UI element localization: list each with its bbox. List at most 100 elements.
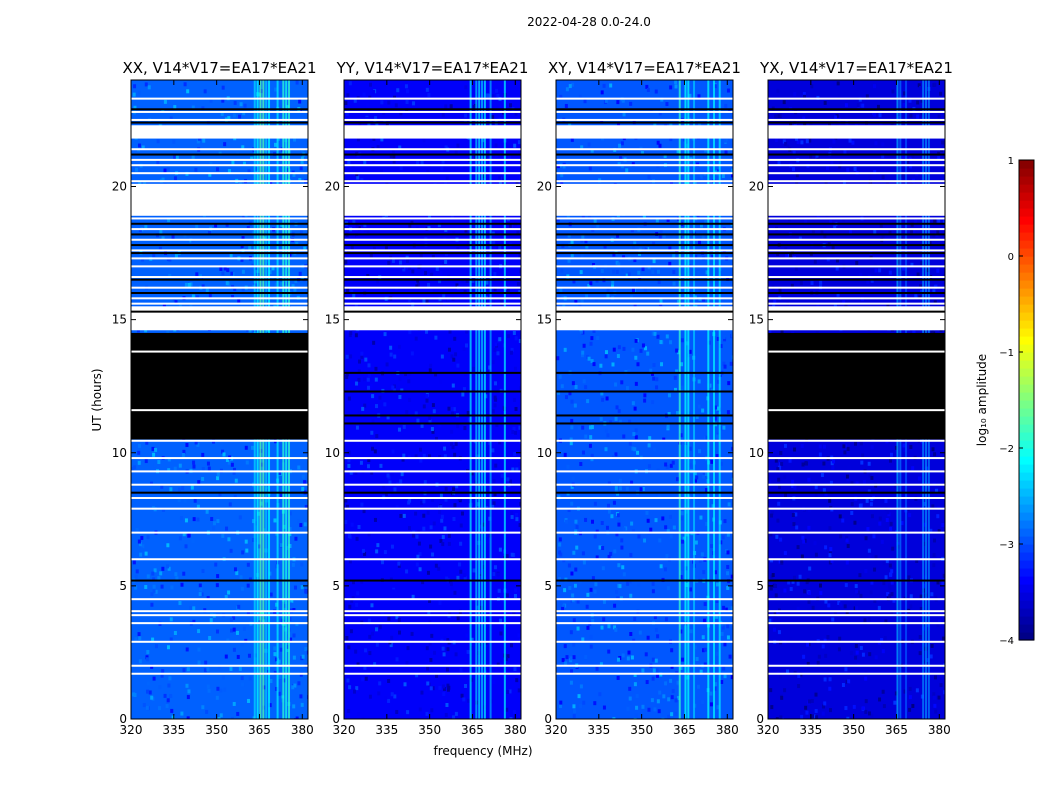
heatmap-cell bbox=[915, 688, 919, 693]
heatmap-cell bbox=[644, 346, 648, 351]
heatmap-cell bbox=[292, 608, 296, 613]
heatmap-cell bbox=[467, 417, 471, 422]
heatmap-cell bbox=[500, 473, 504, 478]
heatmap-cell bbox=[563, 588, 567, 593]
heatmap-cell bbox=[453, 362, 457, 367]
heatmap-cell bbox=[884, 575, 888, 580]
heatmap-cell bbox=[660, 362, 664, 367]
heatmap-cell bbox=[518, 338, 521, 343]
heatmap-cell bbox=[776, 518, 780, 523]
heatmap-cell bbox=[803, 589, 807, 594]
heatmap-cell bbox=[727, 381, 731, 386]
heatmap-cell bbox=[285, 634, 289, 639]
heatmap-cell bbox=[206, 596, 210, 601]
heatmap-cell bbox=[513, 366, 517, 371]
heatmap-cell bbox=[186, 667, 190, 672]
heatmap-cell bbox=[727, 605, 731, 610]
heatmap-cell bbox=[634, 381, 638, 386]
heatmap-cell bbox=[843, 604, 847, 609]
heatmap-cell bbox=[709, 702, 713, 707]
heatmap-cell bbox=[693, 471, 697, 476]
heatmap-cell bbox=[389, 345, 393, 350]
heatmap-cell bbox=[920, 261, 924, 266]
heatmap-cell bbox=[833, 303, 837, 308]
heatmap-cell bbox=[636, 418, 640, 423]
heatmap-cell bbox=[242, 111, 246, 116]
heatmap-cell bbox=[407, 500, 411, 505]
y-tick-label: 10 bbox=[325, 446, 340, 460]
colorbar-segment bbox=[1019, 224, 1034, 233]
heatmap-cell bbox=[460, 693, 464, 698]
heatmap-cell bbox=[854, 441, 858, 446]
heatmap-cell bbox=[671, 460, 675, 465]
heatmap-cell bbox=[428, 598, 432, 603]
heatmap-cell bbox=[244, 539, 248, 544]
heatmap-cell bbox=[228, 502, 232, 507]
flag-line-white bbox=[768, 531, 945, 534]
heatmap-cell bbox=[917, 83, 921, 88]
heatmap-cell bbox=[375, 642, 379, 647]
flag-line-white bbox=[768, 614, 945, 617]
heatmap-cell bbox=[859, 645, 863, 650]
heatmap-cell bbox=[570, 137, 574, 142]
heatmap-cell bbox=[134, 585, 138, 590]
heatmap-cell bbox=[774, 137, 778, 142]
heatmap-cell bbox=[393, 694, 397, 699]
heatmap-cell bbox=[505, 554, 509, 559]
flag-line-white bbox=[344, 483, 521, 486]
heatmap-cell bbox=[233, 100, 237, 105]
y-tick-label: 15 bbox=[537, 313, 552, 327]
heatmap-cell bbox=[667, 393, 671, 398]
heatmap-cell bbox=[434, 335, 438, 340]
heatmap-cell bbox=[202, 138, 206, 143]
heatmap-cell bbox=[516, 282, 520, 287]
heatmap-cell bbox=[726, 564, 730, 569]
heatmap-cell bbox=[730, 606, 733, 611]
flag-line-black bbox=[768, 222, 945, 225]
heatmap-cell bbox=[844, 583, 848, 588]
heatmap-cell bbox=[221, 271, 225, 276]
heatmap-cell bbox=[429, 272, 433, 277]
heatmap-cell bbox=[145, 657, 149, 662]
heatmap-cell bbox=[792, 575, 796, 580]
heatmap-cell bbox=[301, 486, 305, 491]
flag-line-black bbox=[556, 233, 733, 236]
heatmap-cell bbox=[444, 252, 448, 257]
heatmap-cell bbox=[239, 102, 243, 107]
heatmap-cell bbox=[274, 282, 278, 287]
heatmap-cell bbox=[620, 164, 624, 169]
flag-span-white bbox=[768, 197, 945, 206]
heatmap-cell bbox=[652, 363, 656, 368]
heatmap-cell bbox=[175, 576, 179, 581]
heatmap-cell bbox=[295, 241, 299, 246]
heatmap-cell bbox=[295, 716, 299, 719]
heatmap-cell bbox=[728, 654, 732, 659]
heatmap-cell bbox=[918, 651, 922, 656]
heatmap-cell bbox=[590, 453, 594, 458]
heatmap-cell bbox=[408, 372, 412, 377]
heatmap-cell bbox=[274, 87, 278, 92]
heatmap-cell bbox=[604, 98, 608, 103]
y-tick-label: 0 bbox=[332, 712, 340, 726]
heatmap-cell bbox=[263, 236, 267, 241]
heatmap-cell bbox=[842, 444, 846, 449]
heatmap-cell bbox=[833, 599, 837, 604]
flag-line-white bbox=[768, 664, 945, 667]
flag-line-white bbox=[556, 672, 733, 675]
heatmap-cell bbox=[582, 700, 586, 705]
heatmap-cell bbox=[830, 559, 834, 564]
heatmap-cell bbox=[621, 657, 625, 662]
heatmap-cell bbox=[641, 486, 645, 491]
heatmap-cell bbox=[651, 657, 655, 662]
heatmap-cell bbox=[154, 447, 158, 452]
flag-line-white bbox=[344, 217, 521, 220]
flag-line-white bbox=[768, 640, 945, 643]
heatmap-cell bbox=[506, 477, 510, 482]
heatmap-cell bbox=[579, 704, 583, 709]
heatmap-cell bbox=[355, 223, 359, 228]
heatmap-cell bbox=[399, 513, 403, 518]
heatmap-cell bbox=[451, 383, 455, 388]
heatmap-cell bbox=[559, 703, 563, 708]
heatmap-cell bbox=[517, 633, 521, 638]
